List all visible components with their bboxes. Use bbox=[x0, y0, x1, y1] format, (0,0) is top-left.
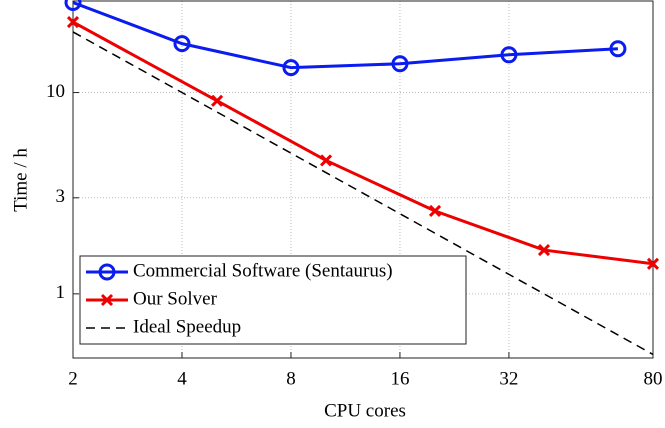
x-tick-label: 16 bbox=[390, 368, 409, 389]
marker bbox=[646, 257, 660, 270]
marker bbox=[537, 244, 551, 257]
series-line bbox=[73, 1, 618, 70]
marker bbox=[282, 59, 300, 77]
x-tick-label: 4 bbox=[177, 368, 187, 389]
marker bbox=[500, 46, 518, 64]
marker bbox=[173, 35, 191, 53]
marker bbox=[319, 154, 333, 167]
legend-label: Our Solver bbox=[133, 288, 218, 309]
legend-label: Commercial Software (Sentaurus) bbox=[133, 260, 393, 281]
y-axis-label: Time / h bbox=[10, 148, 31, 212]
x-tick-label: 2 bbox=[68, 368, 78, 389]
marker bbox=[64, 0, 82, 12]
series-line bbox=[73, 31, 653, 356]
marker bbox=[391, 55, 409, 73]
legend-box bbox=[79, 255, 467, 345]
legend-label: Ideal Speedup bbox=[133, 316, 241, 337]
marker bbox=[609, 40, 627, 58]
marker bbox=[211, 94, 224, 107]
y-tick-label: 1 bbox=[56, 282, 66, 303]
marker bbox=[428, 204, 442, 218]
y-tick-label: 3 bbox=[56, 186, 66, 207]
marker bbox=[100, 293, 114, 307]
x-tick-label: 32 bbox=[499, 368, 518, 389]
y-tick-label: 10 bbox=[46, 81, 65, 102]
x-tick-label: 80 bbox=[644, 368, 663, 389]
plot-frame bbox=[72, 0, 654, 359]
x-tick-label: 8 bbox=[286, 368, 296, 389]
marker bbox=[66, 15, 80, 29]
marker bbox=[98, 263, 116, 281]
x-axis-label: CPU cores bbox=[324, 400, 406, 421]
series-line bbox=[73, 20, 653, 266]
